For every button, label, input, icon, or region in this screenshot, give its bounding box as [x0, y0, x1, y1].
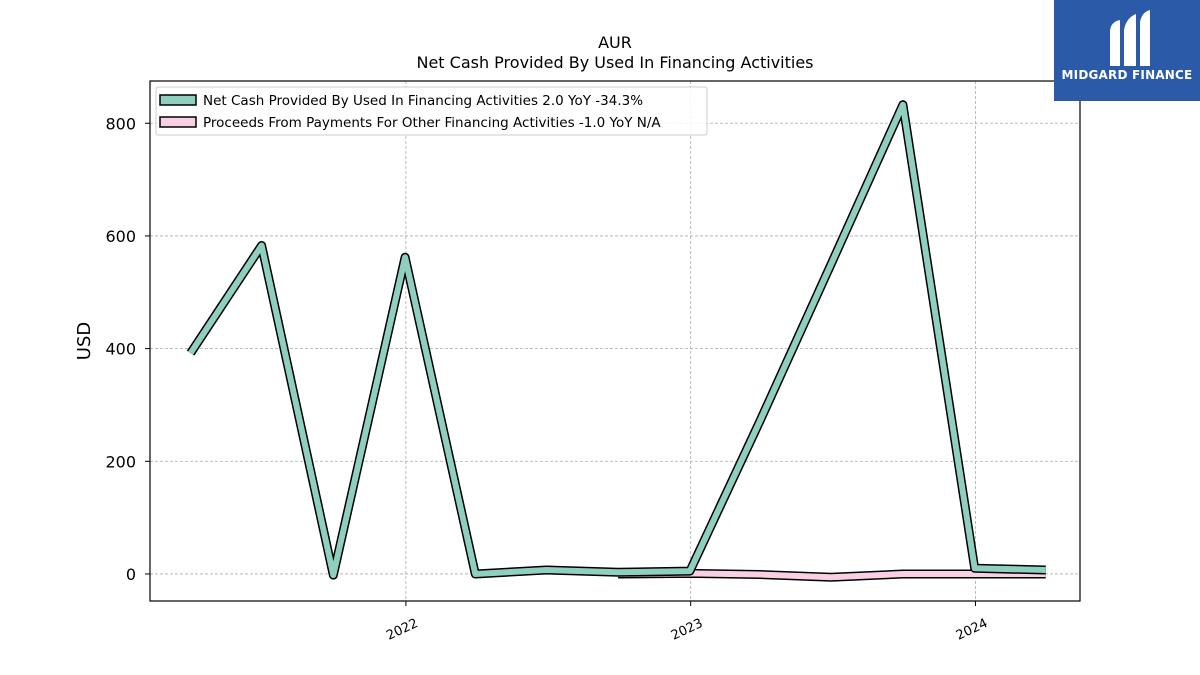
y-tick-label: 0	[126, 565, 136, 584]
y-tick-label: 800	[105, 114, 136, 133]
legend-swatch	[159, 116, 197, 128]
y-axis-label: USD	[74, 322, 95, 360]
x-tick-label: 2024	[954, 616, 990, 644]
chart-title: AUR	[598, 33, 632, 52]
legend: Net Cash Provided By Used In Financing A…	[155, 86, 708, 136]
y-tick-label: 600	[105, 227, 136, 246]
legend-label: Net Cash Provided By Used In Financing A…	[203, 93, 643, 109]
legend-box	[155, 86, 708, 136]
legend-label: Proceeds From Payments For Other Financi…	[203, 115, 661, 131]
midgard-logo-icon	[1110, 10, 1150, 66]
y-tick-label: 200	[105, 452, 136, 471]
y-tick-label: 400	[105, 340, 136, 359]
series-1-line	[188, 101, 1046, 579]
series-1	[186, 100, 1046, 580]
x-tick-label: 2022	[384, 616, 420, 644]
legend-swatch	[159, 94, 197, 106]
axes: 0 200 400 600 800 2022 2023 2024	[105, 114, 990, 643]
x-tick-label: 2023	[669, 616, 705, 644]
brand-logo: MIDGARD FINANCE	[1054, 0, 1200, 101]
chart-subtitle: Net Cash Provided By Used In Financing A…	[416, 53, 813, 72]
plot-frame	[149, 80, 1081, 602]
logo-text: MIDGARD FINANCE	[1061, 68, 1193, 82]
series-layer	[186, 100, 1046, 582]
